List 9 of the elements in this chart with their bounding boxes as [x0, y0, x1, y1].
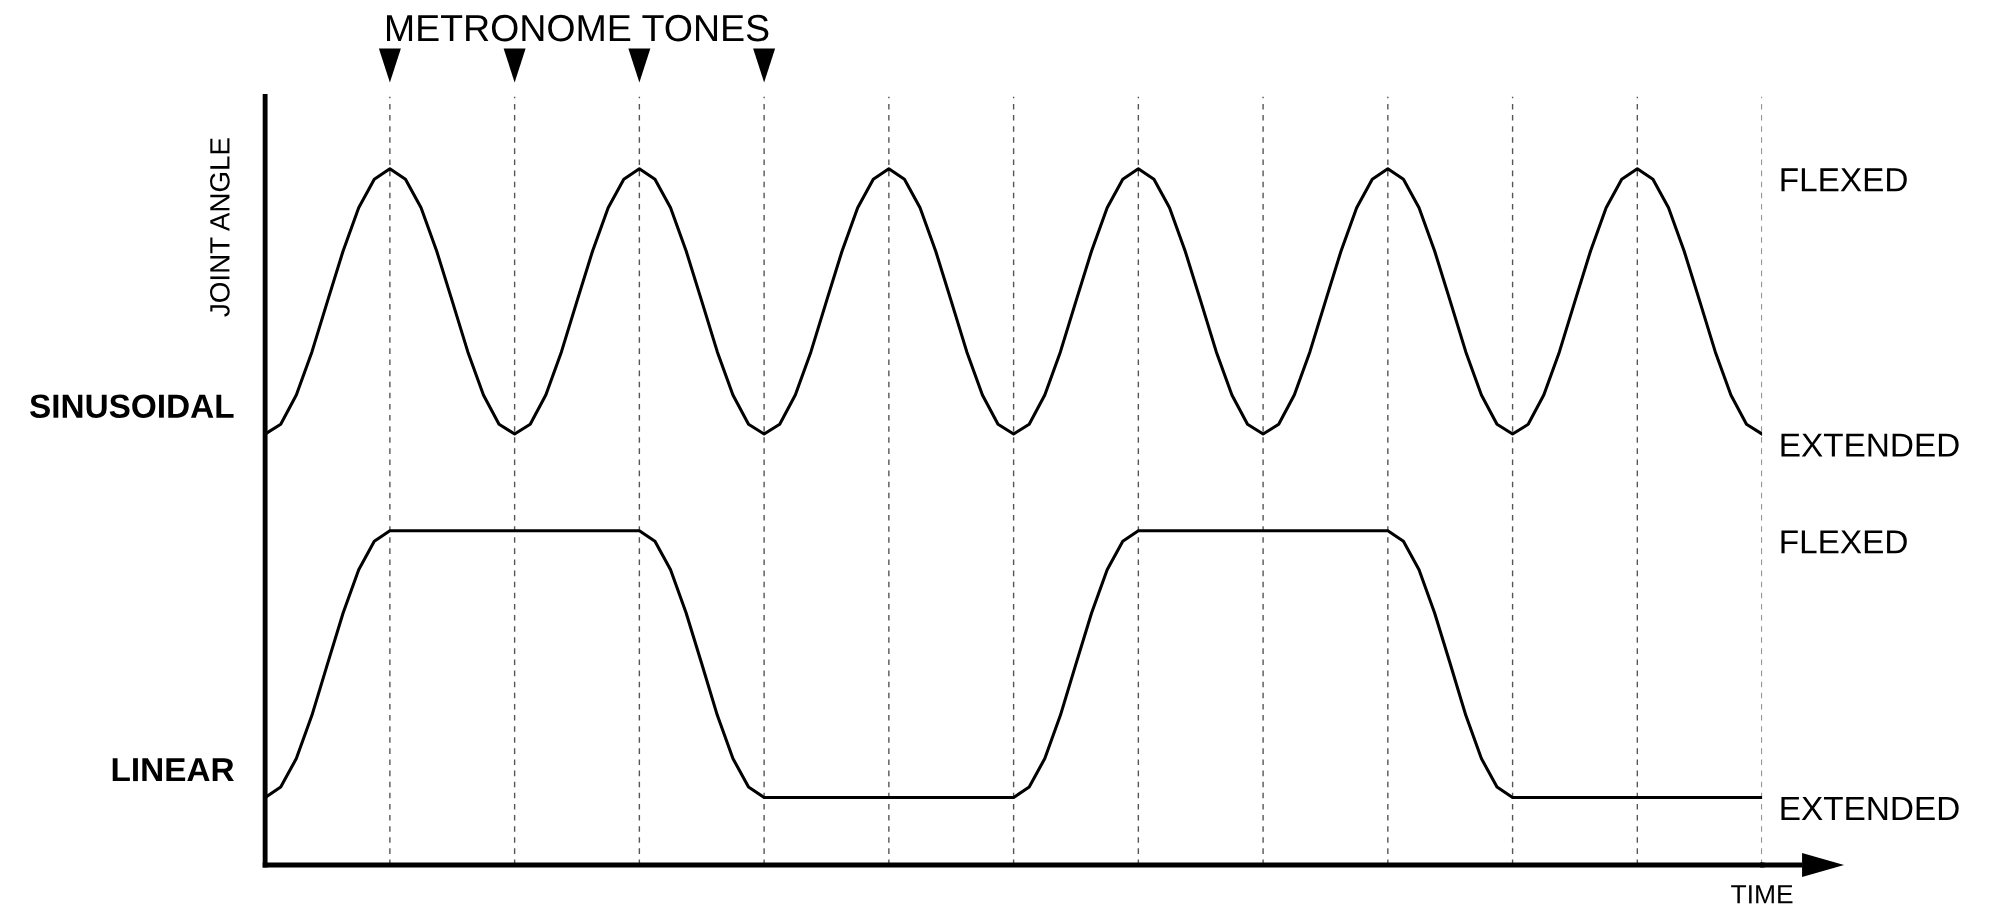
x-axis-title: TIME	[1731, 885, 1793, 904]
text: EXTENDED	[1781, 433, 1959, 457]
text: EXTENDED	[1781, 797, 1959, 821]
y-axis-title: JOINT ANGLE	[210, 138, 230, 317]
chart-title: METRONOME TONES	[386, 14, 769, 42]
series-label: LINEAR	[112, 758, 234, 782]
series-label: SINUSOIDAL	[29, 394, 234, 419]
text: FLEXED	[1781, 168, 1907, 192]
text: FLEXED	[1781, 530, 1907, 554]
